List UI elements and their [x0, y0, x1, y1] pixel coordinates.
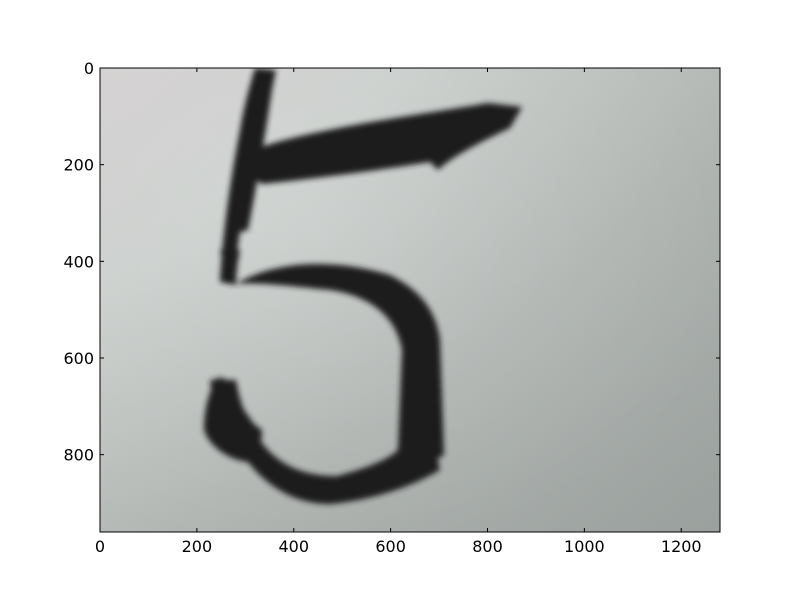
x-tick-400: 400: [278, 68, 309, 556]
x-axis-ticks: 0 200 400 600 800 1000 1200: [95, 68, 702, 556]
digit-joint: [220, 250, 444, 486]
digit-five-strokes: [204, 68, 522, 505]
digit-bowl-curve: [210, 380, 440, 505]
y-axis-ticks: 0 200 400 600 800: [63, 59, 720, 465]
y-tick-600: 600: [63, 349, 720, 368]
y-tick-label: 800: [63, 446, 94, 465]
y-tick-label: 400: [63, 252, 94, 271]
digit-hook: [204, 378, 262, 462]
x-tick-label: 800: [472, 537, 503, 556]
x-tick-200: 200: [182, 68, 213, 556]
x-tick-600: 600: [375, 68, 406, 556]
y-tick-800: 800: [63, 446, 720, 465]
photo-image: [100, 68, 720, 532]
x-tick-label: 1000: [564, 537, 605, 556]
x-tick-1200: 1200: [661, 68, 702, 556]
digit-vertical-stroke: [220, 68, 276, 285]
x-tick-label: 200: [182, 537, 213, 556]
x-tick-label: 0: [95, 537, 105, 556]
axes-frame: [99, 67, 721, 533]
x-tick-800: 800: [472, 68, 503, 556]
x-tick-label: 1200: [661, 537, 702, 556]
y-tick-label: 200: [63, 156, 94, 175]
y-tick-label: 0: [84, 59, 94, 78]
y-tick-200: 200: [63, 156, 720, 175]
x-tick-0: 0: [95, 68, 105, 556]
y-tick-0: 0: [84, 59, 720, 78]
y-tick-label: 600: [63, 349, 94, 368]
y-tick-400: 400: [63, 252, 720, 271]
x-tick-label: 600: [375, 537, 406, 556]
x-tick-label: 400: [278, 537, 309, 556]
digit-top-bar: [248, 103, 522, 184]
x-tick-1000: 1000: [564, 68, 605, 556]
